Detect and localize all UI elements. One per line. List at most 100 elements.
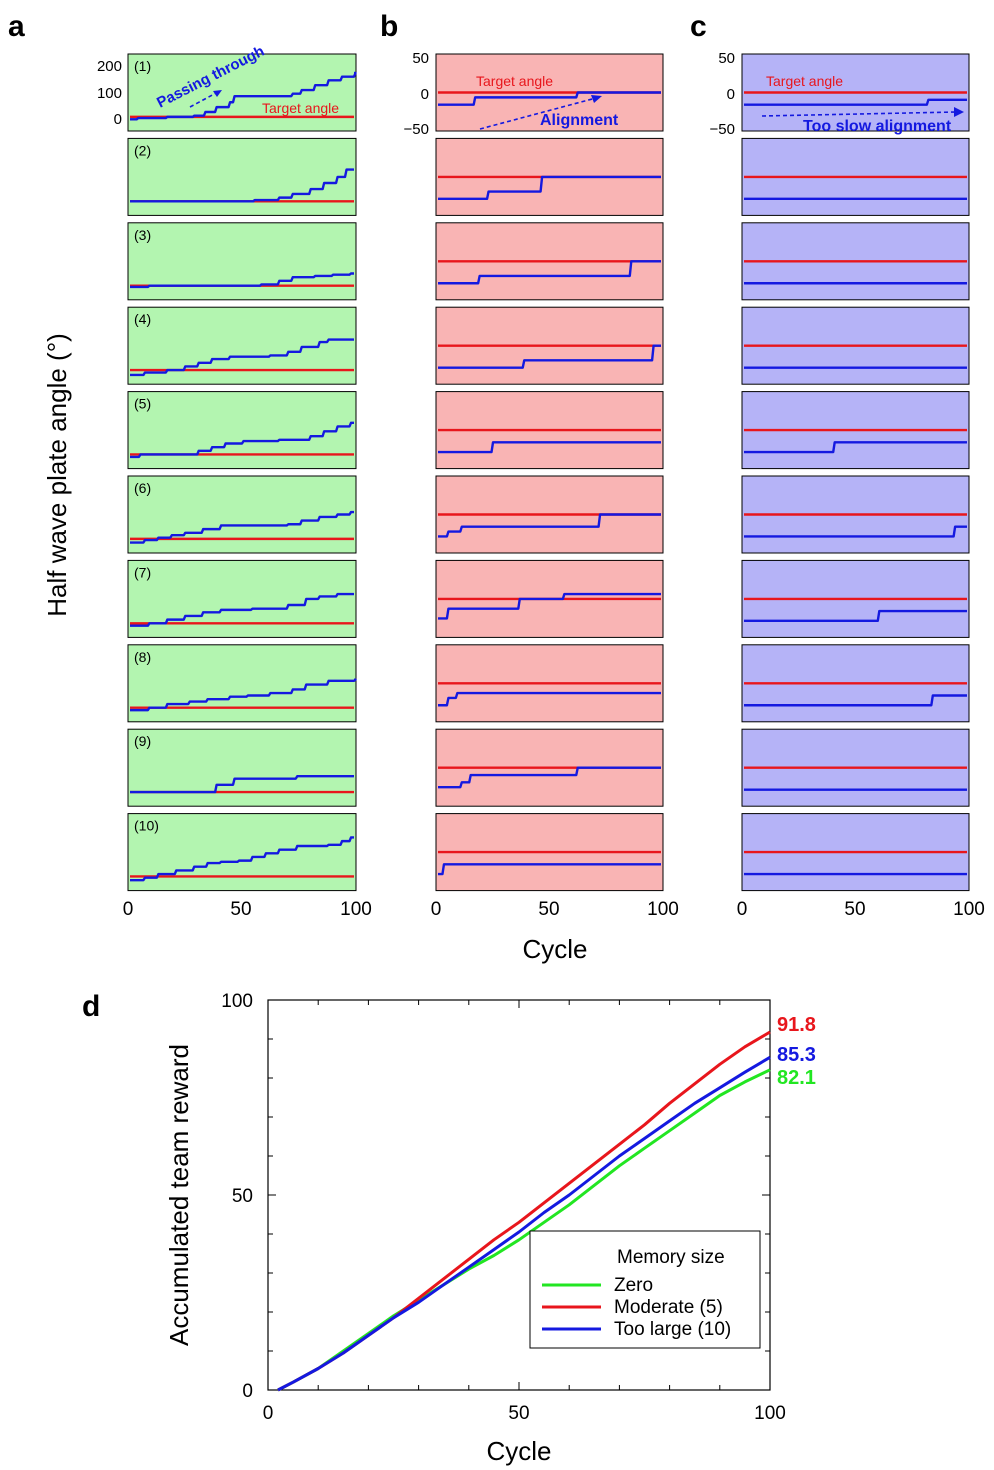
panel-a-run-5-background	[127, 391, 357, 470]
legend-label-moderate: Moderate (5)	[614, 1297, 723, 1318]
top-x-ticks: 0 50 100 0 50 100 0 50 100	[123, 899, 985, 920]
panel-a-run-6: (6)	[127, 475, 357, 554]
panel-c-run-2	[741, 137, 970, 216]
panel-c-run-5-angle-line	[744, 441, 967, 454]
panel-a-run-6-angle-line	[130, 510, 354, 544]
panel-a-run-4-angle-line	[130, 338, 354, 377]
panel-b-run-5	[435, 391, 664, 470]
panel-a-run-9-angle-line	[130, 775, 354, 794]
panel-b-run-7	[435, 559, 664, 638]
panel-label-d: d	[82, 990, 100, 1023]
d-y-axis-label: Accumulated team reward	[164, 1044, 194, 1346]
annotation-alignment: Alignment	[540, 112, 619, 129]
panel-a-run-10-angle-line	[130, 836, 354, 882]
d-legend: Memory size Zero Moderate (5) Too large …	[529, 1230, 761, 1349]
panel-a-run-3-background	[127, 222, 357, 301]
panel-a-run-2: (2)	[127, 137, 357, 216]
panel-b-run-5-angle-line	[438, 441, 661, 454]
alignment-arrow	[479, 97, 597, 130]
panel-c-run-8-angle-line	[744, 694, 967, 707]
annotation-too-slow-alignment: Too slow alignment	[803, 118, 952, 135]
series-line-zero	[277, 1068, 771, 1392]
run-label-2: (2)	[134, 142, 151, 158]
too-slow-arrowhead	[954, 107, 964, 117]
panel-c-run-1-angle-line	[744, 98, 967, 106]
panel-c-run-6	[741, 475, 970, 554]
run-label-3: (3)	[134, 227, 151, 243]
d-xtick-50: 50	[508, 1403, 529, 1424]
panel-c-run-8	[741, 644, 970, 723]
d-xtick-0: 0	[263, 1403, 274, 1424]
xtick-b-50: 50	[538, 899, 559, 920]
panel-c-run-9	[741, 728, 970, 807]
ytick-b-minus50: −50	[404, 121, 429, 138]
panel-b-run-6	[435, 475, 664, 554]
panel-c-run-10	[741, 813, 970, 892]
end-label-zero: 82.1	[777, 1067, 816, 1089]
top-y-axis-label: Half wave plate angle (°)	[42, 333, 72, 617]
xtick-c-50: 50	[844, 899, 865, 920]
annotation-target-angle-a: Target angle	[262, 100, 339, 116]
panel-c-run-1	[741, 53, 970, 132]
d-xtick-100: 100	[754, 1403, 786, 1424]
annotation-target-angle-b: Target angle	[476, 73, 553, 89]
run-label-6: (6)	[134, 480, 151, 496]
xtick-a-100: 100	[340, 899, 372, 920]
run-label-7: (7)	[134, 564, 151, 580]
panel-b-run-2	[435, 137, 664, 216]
panel-b-run-10	[435, 813, 664, 892]
panel-b-run-4-angle-line	[438, 344, 661, 369]
panel-c-run-3	[741, 222, 970, 301]
run-label-9: (9)	[134, 733, 151, 749]
panel-b-run-9-angle-line	[438, 766, 661, 789]
alignment-arrowhead	[591, 95, 602, 103]
end-label-moderate: 91.8	[777, 1014, 816, 1036]
run-label-8: (8)	[134, 649, 151, 665]
xtick-b-0: 0	[431, 899, 442, 920]
xtick-c-100: 100	[953, 899, 985, 920]
panel-b-run-7-angle-line	[438, 592, 661, 620]
series-line-too-large-10	[277, 1056, 771, 1392]
ytick-c-minus50: −50	[710, 121, 735, 138]
run-label-1: (1)	[134, 58, 151, 74]
xtick-a-50: 50	[230, 899, 251, 920]
end-label-toolarge: 85.3	[777, 1044, 816, 1066]
panel-c-run-6-angle-line	[744, 525, 967, 538]
panel-b-run-4	[435, 306, 664, 385]
panel-a-run-2-background	[127, 137, 357, 216]
d-ytick-50: 50	[232, 1186, 253, 1207]
panel-c-run-5	[741, 391, 970, 470]
panel-b-run-3	[435, 222, 664, 301]
xtick-a-0: 0	[123, 899, 134, 920]
run-label-5: (5)	[134, 396, 151, 412]
panel-a-run-9: (9)	[127, 728, 357, 807]
d-ytick-0: 0	[242, 1381, 253, 1402]
panel-a-run-7-background	[127, 559, 357, 638]
panel-b-run-9	[435, 728, 664, 807]
panel-label-c: c	[690, 10, 707, 43]
panel-a-run-1: (1)	[127, 53, 357, 132]
top-x-axis-label: Cycle	[522, 934, 587, 964]
panel-a-run-4: (4)	[127, 306, 357, 385]
panel-a-run-10-background	[127, 813, 357, 892]
panel-a-run-6-background	[127, 475, 357, 554]
ytick-a-0: 0	[114, 111, 122, 128]
panel-label-b: b	[380, 10, 398, 43]
panel-c-run-7-angle-line	[744, 609, 967, 623]
panel-a-run-8: (8)	[127, 644, 357, 723]
panel-a-run-3-angle-line	[130, 272, 354, 289]
panel-a-run-3: (3)	[127, 222, 357, 301]
panel-a-run-8-angle-line	[130, 678, 357, 712]
d-ytick-100: 100	[221, 991, 253, 1012]
panel-b-run-6-angle-line	[438, 513, 661, 538]
panel-a-run-7-angle-line	[130, 592, 354, 627]
ytick-a-100: 100	[97, 85, 122, 102]
panel-d-series	[277, 1030, 771, 1392]
panel-a-run-5-angle-line	[130, 421, 354, 459]
xtick-c-0: 0	[737, 899, 748, 920]
legend-title: Memory size	[617, 1247, 725, 1268]
panel-c-run-4	[741, 306, 970, 385]
panel-a-run-5: (5)	[127, 391, 357, 470]
panel-a-run-8-background	[127, 644, 357, 723]
